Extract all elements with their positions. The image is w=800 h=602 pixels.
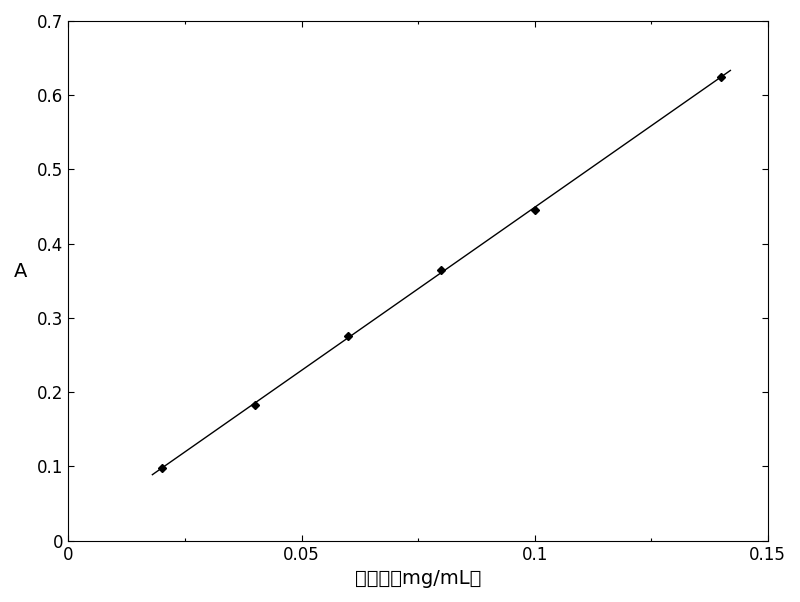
Y-axis label: A: A	[14, 262, 27, 281]
X-axis label: 浓度／（mg/mL）: 浓度／（mg/mL）	[355, 569, 482, 588]
